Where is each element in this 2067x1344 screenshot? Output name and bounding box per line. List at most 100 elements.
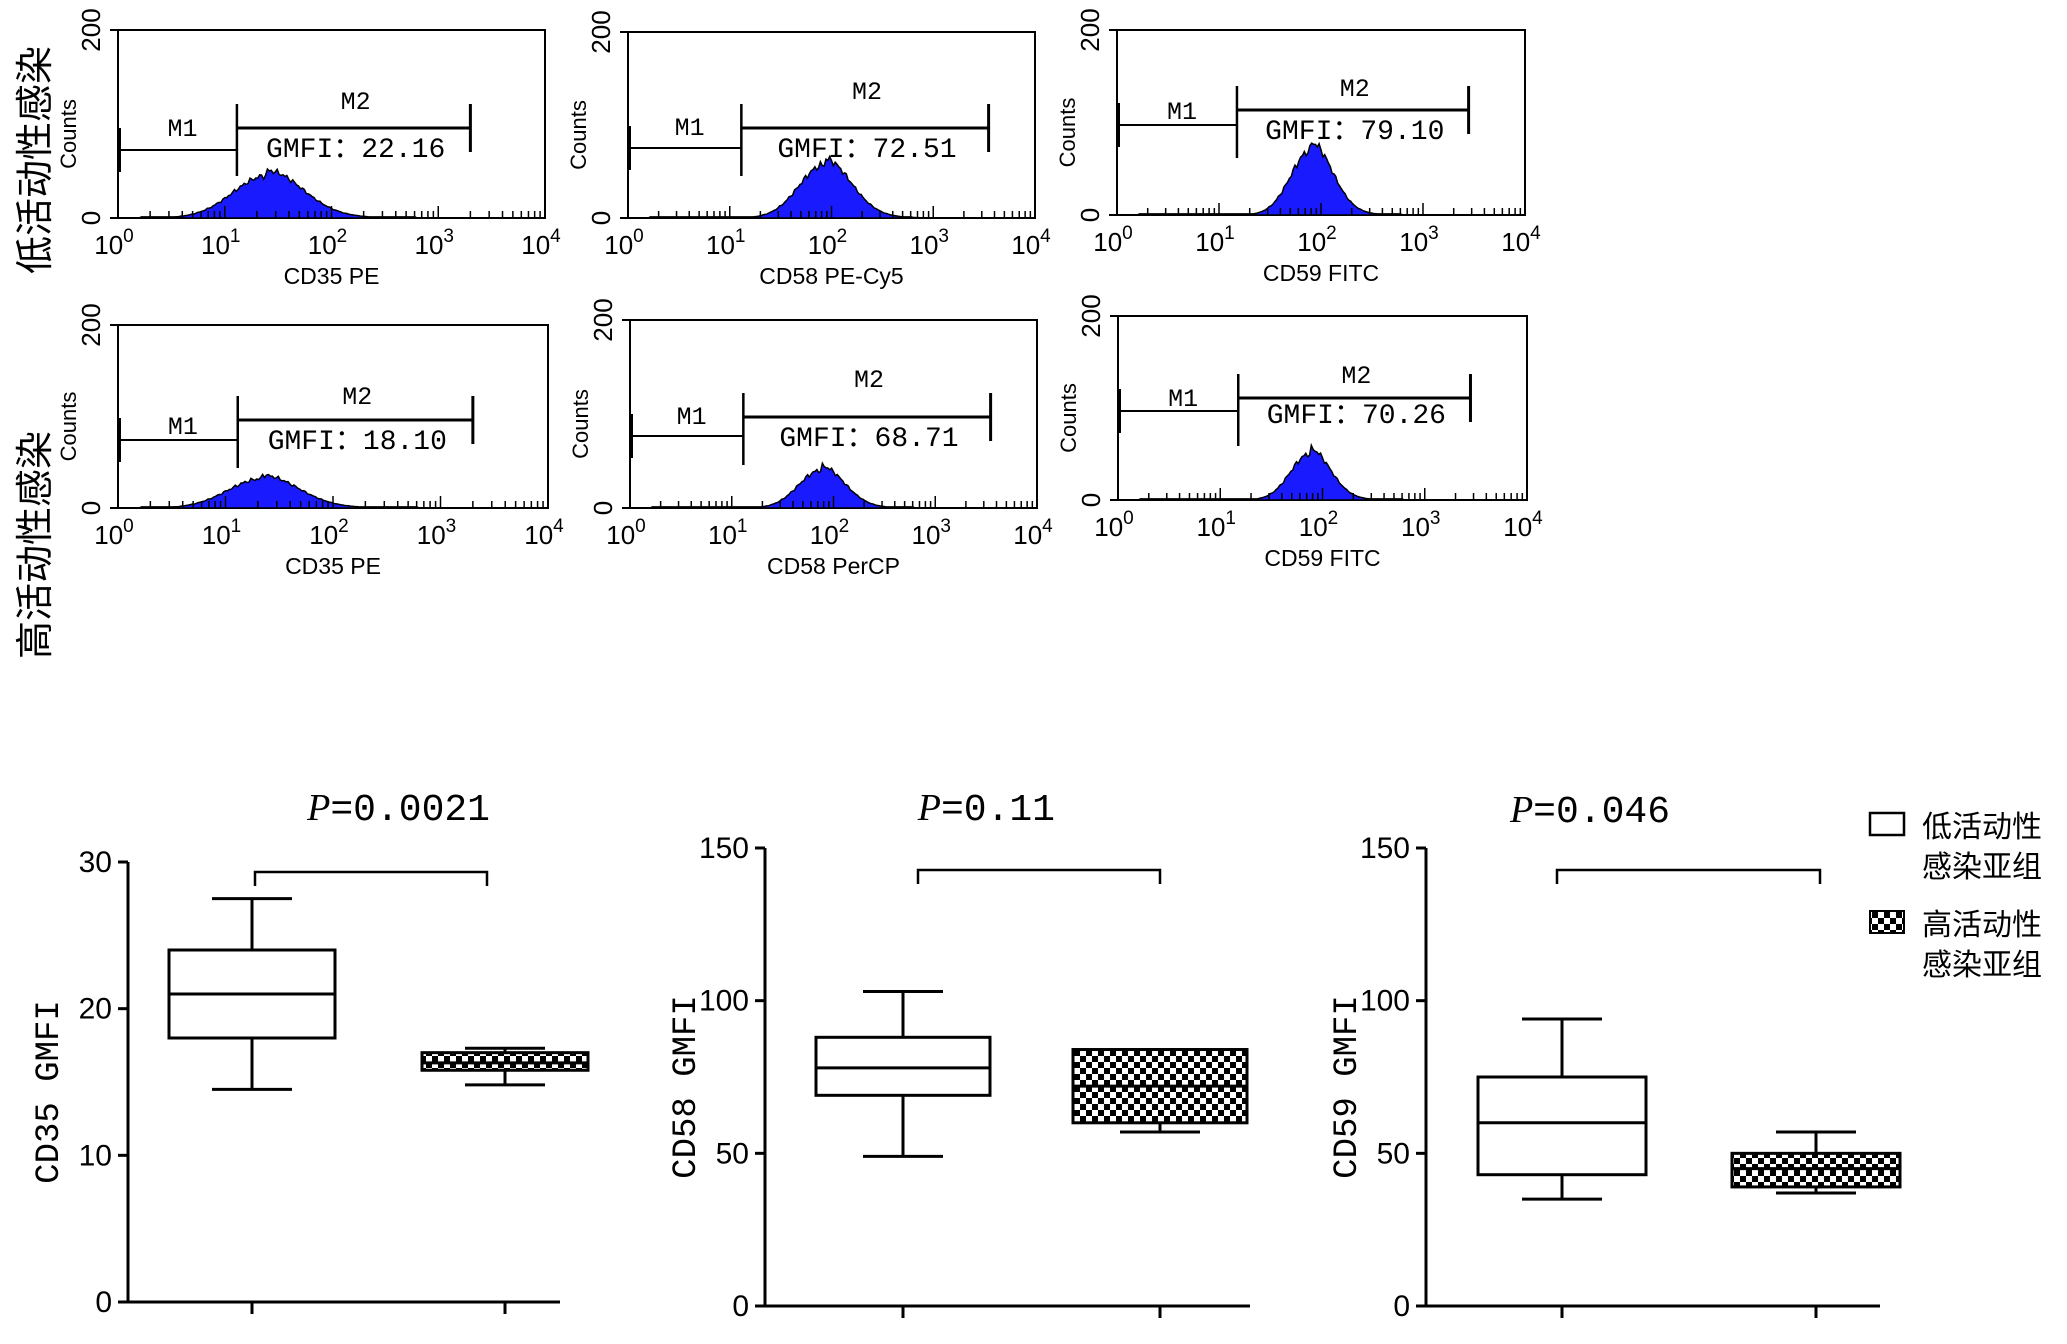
legend-label-high-activity-line2: 感染亚组 (1922, 948, 2042, 983)
x-tick-label: 101 (202, 516, 242, 550)
y-tick-label: 150 (1360, 832, 1410, 865)
x-tick-exponent: 2 (338, 516, 349, 537)
x-tick-exponent: 1 (230, 226, 241, 247)
y-tick-label: 200 (76, 8, 106, 51)
y-tick-label: 200 (1075, 8, 1105, 51)
x-axis-label: CD35 PE (284, 263, 380, 289)
gmfi-label: GMFI：70.26 (1267, 401, 1446, 432)
x-tick-label: 100 (1093, 223, 1133, 257)
x-tick-exponent: 2 (1326, 223, 1337, 244)
y-tick-label: 0 (732, 1290, 749, 1323)
x-tick-label: 101 (1197, 508, 1237, 542)
legend-label-low-activity-line2: 感染亚组 (1922, 850, 2042, 885)
y-tick-label: 0 (1393, 1290, 1410, 1323)
y-tick-label: 0 (586, 211, 616, 225)
x-tick-exponent: 0 (1122, 223, 1133, 244)
x-tick-label: 100 (606, 516, 646, 550)
y-tick-label: 50 (716, 1137, 749, 1170)
x-tick-exponent: 3 (940, 516, 951, 537)
x-tick-exponent: 4 (550, 226, 561, 247)
gate-m1-label: M1 (675, 114, 705, 143)
gmfi-label: GMFI：68.71 (779, 424, 958, 455)
y-tick-label: 50 (1377, 1137, 1410, 1170)
gate-m2-label: M2 (1341, 362, 1371, 391)
x-tick-exponent: 4 (553, 516, 564, 537)
gate-m1-label: M1 (168, 413, 198, 442)
x-tick-exponent: 4 (1532, 508, 1543, 529)
y-axis-label: CD58 GMFI (668, 995, 706, 1179)
p-value-label: P=0.0021 (306, 787, 490, 832)
row-label-high-activity: 高活动性感染 (13, 431, 57, 659)
y-tick-label: 200 (586, 10, 616, 53)
x-tick-label: 103 (912, 516, 952, 550)
significance-bracket (253, 870, 489, 886)
x-tick-label: 101 (708, 516, 748, 550)
x-tick-label: 102 (1299, 508, 1339, 542)
x-tick-label: 101 (201, 226, 241, 260)
significance-bracket (916, 868, 1162, 884)
gmfi-label: GMFI：72.51 (777, 135, 956, 166)
histogram-area (1117, 141, 1525, 216)
gate-m2-label: M2 (341, 88, 371, 117)
x-tick-exponent: 2 (837, 226, 848, 247)
x-tick-label: 100 (1094, 508, 1134, 542)
p-value: =0.046 (1533, 791, 1670, 834)
x-tick-exponent: 4 (1530, 223, 1541, 244)
y-tick-label: 0 (1076, 493, 1106, 507)
x-tick-label: 103 (1399, 223, 1439, 257)
x-tick-label: 103 (417, 516, 457, 550)
y-tick-label: 10 (79, 1139, 112, 1172)
histogram-area (630, 461, 1037, 509)
boxplot-cd35: 0 10 20 30 CD35 GMFI P=0.0021 (31, 787, 590, 1319)
y-tick-label: 200 (76, 303, 106, 346)
y-axis-label: Counts (566, 100, 591, 170)
significance-bracket (1555, 868, 1822, 884)
p-value-label: P=0.11 (917, 787, 1055, 832)
x-tick-label: 100 (604, 226, 644, 260)
histogram-area (1118, 442, 1527, 501)
x-tick-label: 100 (94, 226, 134, 260)
y-axis-label: Counts (1055, 98, 1080, 168)
x-axis-label: CD35 PE (285, 553, 381, 579)
gate-m1-label: M1 (677, 403, 707, 432)
x-tick-label: 102 (309, 516, 349, 550)
legend-swatch-low-activity (1868, 811, 1906, 837)
x-tick-label: 100 (94, 516, 134, 550)
y-tick-label: 0 (76, 501, 106, 515)
y-tick-label: 100 (699, 985, 749, 1018)
y-tick-label: 0 (76, 211, 106, 225)
x-tick-label: 102 (308, 226, 348, 260)
row-label-low-activity: 低活动性感染 (13, 46, 57, 274)
x-tick-exponent: 2 (337, 226, 348, 247)
gate-m2-label: M2 (854, 366, 884, 395)
legend-label-high-activity-line1: 高活动性 (1922, 908, 2042, 943)
y-tick-label: 150 (699, 832, 749, 865)
p-symbol: P (306, 787, 330, 829)
x-tick-label: 102 (810, 516, 850, 550)
gmfi-label: GMFI：79.10 (1265, 117, 1444, 148)
x-tick-exponent: 3 (1430, 508, 1441, 529)
y-tick-label: 200 (588, 298, 618, 341)
x-tick-label: 103 (910, 226, 950, 260)
y-tick-label: 100 (1360, 985, 1410, 1018)
y-axis-label: Counts (1056, 383, 1081, 453)
x-axis-label: CD58 PerCP (767, 553, 900, 579)
p-value: =0.0021 (330, 789, 490, 832)
x-tick-label: 103 (1401, 508, 1441, 542)
x-tick-label: 103 (415, 226, 455, 260)
histogram-area (628, 154, 1035, 219)
x-tick-label: 104 (521, 226, 561, 260)
x-tick-exponent: 1 (735, 226, 746, 247)
x-tick-label: 102 (808, 226, 848, 260)
legend-label-low-activity-line1: 低活动性 (1922, 810, 2042, 845)
x-tick-label: 104 (1503, 508, 1543, 542)
x-tick-exponent: 1 (1224, 223, 1235, 244)
boxplot-cd59: 0 50 100 150 CD59 GMFI P=0.046 (1329, 789, 1902, 1323)
x-tick-exponent: 2 (1328, 508, 1339, 529)
